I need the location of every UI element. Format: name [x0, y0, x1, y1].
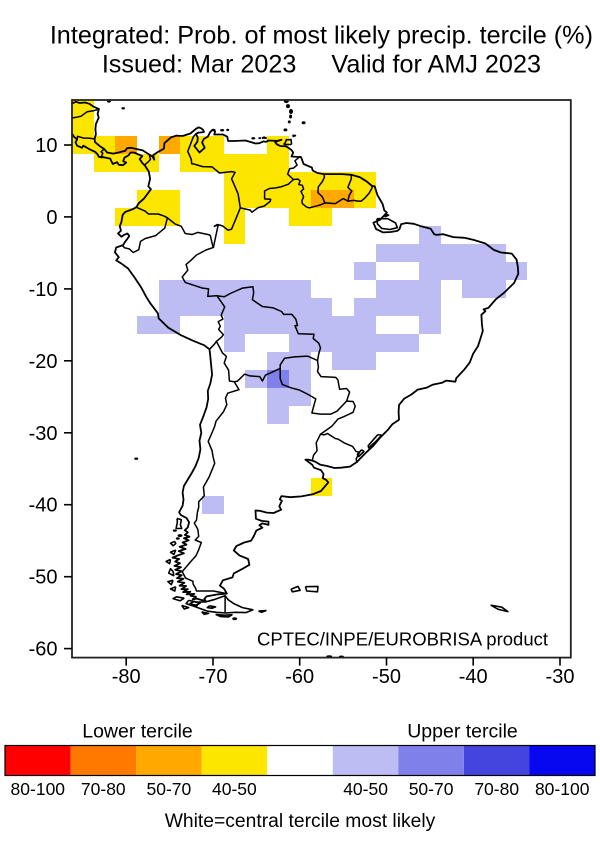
svg-text:70-80: 70-80 — [474, 779, 519, 799]
svg-text:CPTEC/INPE/EUROBRISA product: CPTEC/INPE/EUROBRISA product — [257, 629, 548, 650]
svg-text:80-100: 80-100 — [535, 779, 590, 799]
svg-text:80-100: 80-100 — [11, 779, 66, 799]
svg-text:-50: -50 — [29, 567, 58, 589]
svg-text:10: 10 — [35, 135, 57, 157]
svg-text:White=central tercile most lik: White=central tercile most likely — [165, 811, 436, 832]
svg-text:-50: -50 — [372, 666, 401, 688]
svg-text:Lower tercile: Lower tercile — [82, 721, 193, 743]
svg-text:-60: -60 — [285, 666, 314, 688]
svg-text:-30: -30 — [29, 423, 58, 445]
svg-text:-60: -60 — [29, 639, 58, 661]
svg-text:-40: -40 — [29, 495, 58, 517]
svg-text:Upper tercile: Upper tercile — [407, 721, 518, 743]
svg-text:Issued: Mar 2023 Valid for: Issued: Mar 2023 Valid for AMJ 2023 — [102, 51, 541, 79]
svg-text:40-50: 40-50 — [212, 779, 257, 799]
svg-text:-30: -30 — [546, 666, 575, 688]
svg-text:0: 0 — [46, 207, 57, 229]
svg-text:Integrated: Prob. of most like: Integrated: Prob. of most likely precip.… — [50, 22, 593, 50]
svg-text:50-70: 50-70 — [147, 779, 192, 799]
svg-text:-20: -20 — [29, 351, 58, 373]
svg-text:-10: -10 — [29, 279, 58, 301]
svg-text:-80: -80 — [112, 666, 141, 688]
svg-text:70-80: 70-80 — [81, 779, 126, 799]
svg-text:-40: -40 — [459, 666, 488, 688]
svg-text:-70: -70 — [199, 666, 228, 688]
svg-text:40-50: 40-50 — [343, 779, 388, 799]
svg-text:50-70: 50-70 — [409, 779, 454, 799]
